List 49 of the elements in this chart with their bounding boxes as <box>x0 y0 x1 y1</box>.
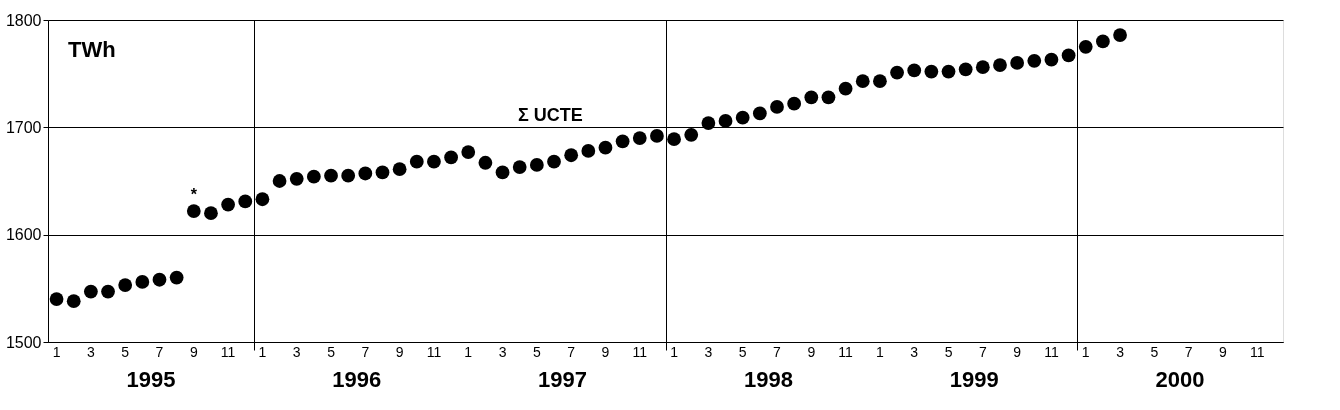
text: 1999 <box>949 367 999 392</box>
x-tick-label: 5 <box>327 344 336 360</box>
x-tick-label: 9 <box>807 344 816 360</box>
x-tick-label: 11 <box>1044 344 1059 360</box>
x-tick-label: 1 <box>258 344 267 360</box>
x-tick-label: 3 <box>704 344 713 360</box>
x-tick-label: 1 <box>670 344 679 360</box>
x-tick-label: 9 <box>189 344 198 360</box>
x-tick-label: 11 <box>838 344 854 360</box>
x-tick-label: 9 <box>395 344 404 360</box>
x-tick-label: 11 <box>632 344 648 360</box>
text: 1997 <box>538 367 588 392</box>
y-tick-label: 1600 <box>5 226 42 244</box>
x-tick-label: 9 <box>1219 344 1228 360</box>
x-tick-label: 7 <box>773 344 782 360</box>
text: 1996 <box>332 367 382 392</box>
x-tick-label: 3 <box>910 344 919 360</box>
x-tick-label: 7 <box>155 344 164 360</box>
x-tick-label: 11 <box>1250 344 1265 360</box>
x-tick-label: 3 <box>292 344 301 360</box>
text: 2000 <box>1155 367 1205 392</box>
x-tick-label: 7 <box>567 344 576 360</box>
x-tick-label: 7 <box>978 344 987 360</box>
x-tick-label: 3 <box>86 344 95 360</box>
x-tick-label: 5 <box>121 344 130 360</box>
x-tick-label: 3 <box>1116 344 1125 360</box>
x-tick-label: 1 <box>52 344 61 360</box>
x-tick-label: 7 <box>361 344 370 360</box>
y-tick-label: 1500 <box>5 333 42 351</box>
y-tick-label: 1700 <box>5 118 42 136</box>
x-tick-label: 1 <box>464 344 473 360</box>
x-tick-label: 9 <box>601 344 610 360</box>
x-tick-label: 3 <box>498 344 507 360</box>
y-axis-title: TWh <box>68 37 116 62</box>
x-tick-label: 5 <box>944 344 953 360</box>
x-tick-label: 1 <box>1081 344 1090 360</box>
y-tick-label: 1800 <box>5 11 42 29</box>
x-tick-label: 5 <box>532 344 541 360</box>
x-tick-label: 7 <box>1184 344 1193 360</box>
x-tick-label: 9 <box>1013 344 1022 360</box>
text: 1998 <box>743 367 793 392</box>
x-tick-label: 5 <box>738 344 747 360</box>
x-tick-label: 5 <box>1150 344 1159 360</box>
x-tick-label: 11 <box>220 344 236 360</box>
x-tick-label: 1 <box>876 344 885 360</box>
text: Σ UCTE <box>518 105 583 125</box>
text: 1995 <box>126 367 176 392</box>
x-tick-label: 11 <box>426 344 442 360</box>
annotation: * <box>190 186 198 204</box>
